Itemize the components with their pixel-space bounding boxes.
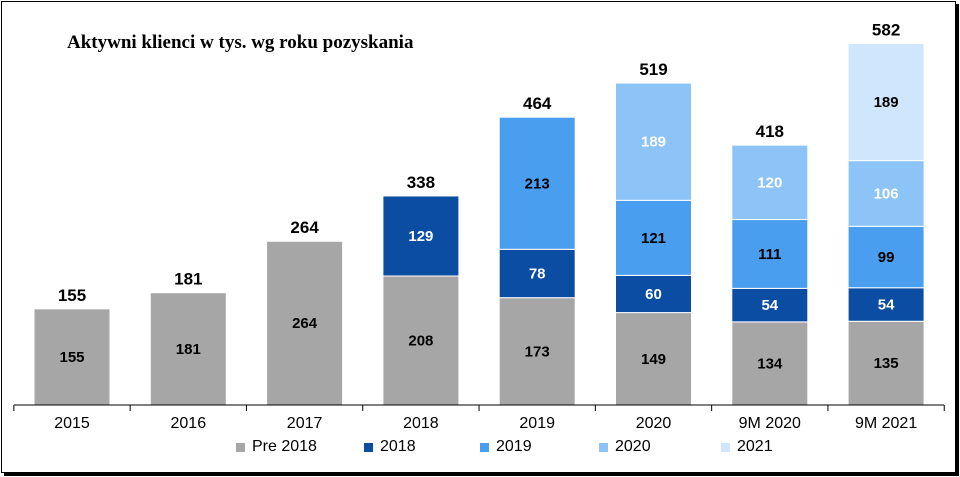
x-tick-label: 9M 2021: [855, 415, 917, 432]
bar-segment: [731, 219, 809, 289]
data-label: 264: [292, 315, 318, 332]
bar-segment: [731, 287, 809, 323]
bar-segment: [615, 199, 692, 276]
legend-item: Pre 2018: [236, 438, 317, 456]
data-label: 54: [761, 297, 778, 314]
x-tick-label: 2015: [54, 415, 90, 432]
x-tick-label: 2016: [171, 415, 207, 432]
legend-swatch: [236, 442, 245, 452]
legend-label: 2019: [496, 438, 532, 455]
bar-segment: [847, 160, 925, 227]
legend-label: 2018: [380, 438, 416, 455]
total-label: 155: [58, 286, 86, 305]
data-label: 189: [874, 94, 899, 111]
legend-swatch: [480, 442, 489, 452]
legend-swatch: [599, 442, 608, 452]
x-tick-label: 2020: [636, 415, 672, 432]
legend-label: Pre 2018: [252, 438, 317, 455]
chart-title: Aktywni klienci w tys. wg roku pozyskani…: [67, 32, 414, 53]
total-label: 418: [756, 122, 784, 141]
bar-segment: [382, 195, 460, 277]
x-tick-label: 2018: [403, 415, 439, 432]
total-label: 582: [872, 20, 900, 39]
data-label: 78: [529, 266, 546, 283]
x-tick-label: 2019: [519, 415, 555, 432]
legend-item: 2019: [480, 438, 532, 456]
data-label: 120: [757, 174, 782, 191]
bar-segment: [615, 82, 692, 201]
data-label: 208: [408, 332, 433, 349]
bar-segment: [847, 42, 925, 162]
x-tick-label: 9M 2020: [739, 415, 801, 432]
bar-segment: [498, 116, 576, 250]
legend-label: 2020: [615, 438, 651, 455]
legend-swatch: [721, 442, 730, 452]
total-label: 338: [407, 173, 435, 192]
bar-segment: [615, 312, 692, 406]
legend-label: 2021: [737, 438, 773, 455]
legend-swatch: [364, 442, 373, 452]
data-label: 99: [878, 249, 895, 266]
total-label: 464: [523, 94, 552, 113]
legend-item: 2021: [721, 438, 773, 456]
total-label: 519: [639, 60, 667, 79]
bar-segment: [149, 292, 227, 406]
bar-segment: [266, 240, 344, 406]
total-label: 181: [174, 270, 202, 289]
data-label: 149: [641, 351, 666, 368]
data-label: 189: [641, 134, 666, 151]
data-label: 135: [874, 355, 899, 372]
legend-item: 2018: [364, 438, 416, 456]
x-tick-label: 2017: [287, 415, 323, 432]
bar-segment: [498, 297, 576, 406]
data-label: 213: [525, 175, 550, 192]
data-label: 121: [641, 230, 666, 247]
bar-segment: [498, 248, 576, 299]
data-label: 106: [874, 185, 899, 202]
bar-segment: [731, 144, 809, 221]
bar-segment: [847, 287, 925, 322]
data-label: 134: [757, 355, 783, 372]
chart-legend: Pre 2018 2018 2019 2020 2021: [0, 438, 960, 464]
data-label: 111: [758, 246, 781, 263]
data-label: 155: [59, 349, 84, 366]
data-label: 129: [408, 228, 433, 245]
data-label: 181: [176, 341, 201, 358]
bar-segment: [847, 320, 925, 406]
data-label: 173: [525, 343, 550, 360]
total-label: 264: [290, 218, 319, 237]
bar-segment: [615, 274, 692, 314]
data-label: 54: [878, 297, 895, 314]
data-label: 60: [645, 286, 662, 303]
legend-item: 2020: [599, 438, 651, 456]
